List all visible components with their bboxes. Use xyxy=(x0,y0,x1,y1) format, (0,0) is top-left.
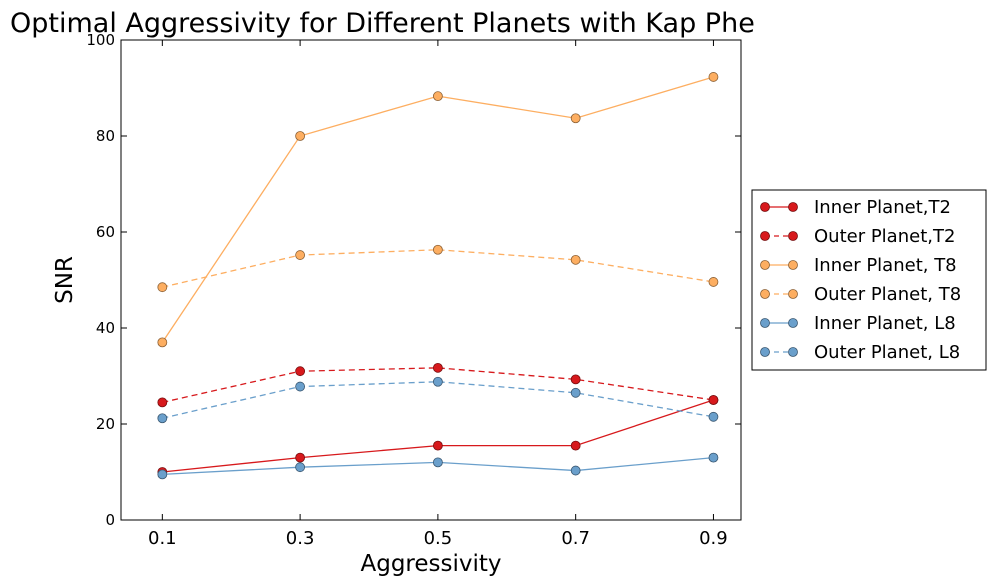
data-point xyxy=(157,413,168,424)
legend-marker xyxy=(760,202,770,212)
x-tick-label: 0.7 xyxy=(561,528,590,549)
y-tick-label: 20 xyxy=(96,415,115,433)
legend-marker xyxy=(760,347,770,357)
legend-marker xyxy=(788,202,798,212)
legend-marker xyxy=(760,260,770,270)
y-tick-label: 40 xyxy=(96,319,115,337)
legend-label: Outer Planet,T2 xyxy=(814,226,955,247)
data-point xyxy=(708,72,719,82)
data-point xyxy=(157,397,168,408)
data-point xyxy=(157,282,168,293)
legend-marker xyxy=(788,260,798,270)
data-point xyxy=(708,452,719,463)
x-tick-label: 0.5 xyxy=(424,528,453,549)
legend-item: Inner Planet,T2 xyxy=(760,197,951,218)
x-tick-label: 0.1 xyxy=(148,528,177,549)
x-axis-label: Aggressivity xyxy=(360,551,501,577)
data-point xyxy=(708,277,719,287)
data-point xyxy=(432,440,443,451)
legend-item: Outer Planet, T8 xyxy=(760,284,961,305)
data-point xyxy=(708,395,719,405)
data-point xyxy=(570,387,581,398)
legend-label: Inner Planet,T2 xyxy=(814,197,951,218)
data-point xyxy=(157,469,168,480)
legend-item: Inner Planet, L8 xyxy=(760,313,956,334)
legend-label: Outer Planet, L8 xyxy=(814,342,960,363)
legend-marker xyxy=(788,289,798,299)
plot-frame xyxy=(120,39,742,521)
legend-marker xyxy=(760,231,770,241)
data-point xyxy=(570,113,581,124)
data-point xyxy=(432,91,443,102)
data-point xyxy=(295,250,306,260)
data-point xyxy=(570,254,581,265)
series-3 xyxy=(157,244,719,293)
legend-marker xyxy=(788,318,798,328)
data-point xyxy=(570,440,581,451)
data-point xyxy=(708,411,719,422)
series-2 xyxy=(157,72,719,348)
y-tick-label: 0 xyxy=(105,511,115,529)
legend-marker xyxy=(788,231,798,241)
data-point xyxy=(295,452,306,463)
series-1 xyxy=(157,362,719,408)
data-point xyxy=(295,366,306,377)
legend: Inner Planet,T2 Outer Planet,T2 Inner Plan… xyxy=(751,189,987,371)
series-line xyxy=(162,367,714,404)
legend-marker xyxy=(760,289,770,299)
data-point xyxy=(295,381,306,392)
series-line xyxy=(162,249,714,288)
x-tick-label: 0.3 xyxy=(286,528,315,549)
data-point xyxy=(432,362,443,373)
data-point xyxy=(295,131,306,141)
x-tick-label: 0.9 xyxy=(699,528,728,549)
series-line xyxy=(162,381,714,419)
data-point xyxy=(432,244,443,255)
chart-title: Optimal Aggressivity for Different Plane… xyxy=(10,8,755,39)
legend-label: Inner Planet, T8 xyxy=(814,255,957,276)
legend-marker xyxy=(788,347,798,357)
legend-marker xyxy=(760,318,770,328)
data-point xyxy=(570,374,581,385)
legend-item: Outer Planet, L8 xyxy=(760,342,960,363)
data-point xyxy=(570,465,581,476)
plot-area: 0.1 0.3 0.5 0.7 0.9 0 20 40 60 80 100 xyxy=(86,31,742,549)
y-axis-label: SNR xyxy=(52,256,78,304)
legend-item: Outer Planet,T2 xyxy=(760,226,955,247)
data-point xyxy=(157,337,168,348)
data-point xyxy=(295,462,306,473)
y-tick-label: 80 xyxy=(96,127,115,145)
legend-box xyxy=(751,189,987,371)
y-tick-label: 100 xyxy=(86,31,115,49)
legend-item: Inner Planet, T8 xyxy=(760,255,957,276)
series-line xyxy=(161,76,714,343)
legend-label: Outer Planet, T8 xyxy=(814,284,961,305)
series-5 xyxy=(157,376,719,424)
data-point xyxy=(432,376,443,387)
legend-label: Inner Planet, L8 xyxy=(814,313,956,334)
y-tick-label: 60 xyxy=(96,223,115,241)
series-4 xyxy=(157,452,719,480)
data-point xyxy=(432,457,443,468)
